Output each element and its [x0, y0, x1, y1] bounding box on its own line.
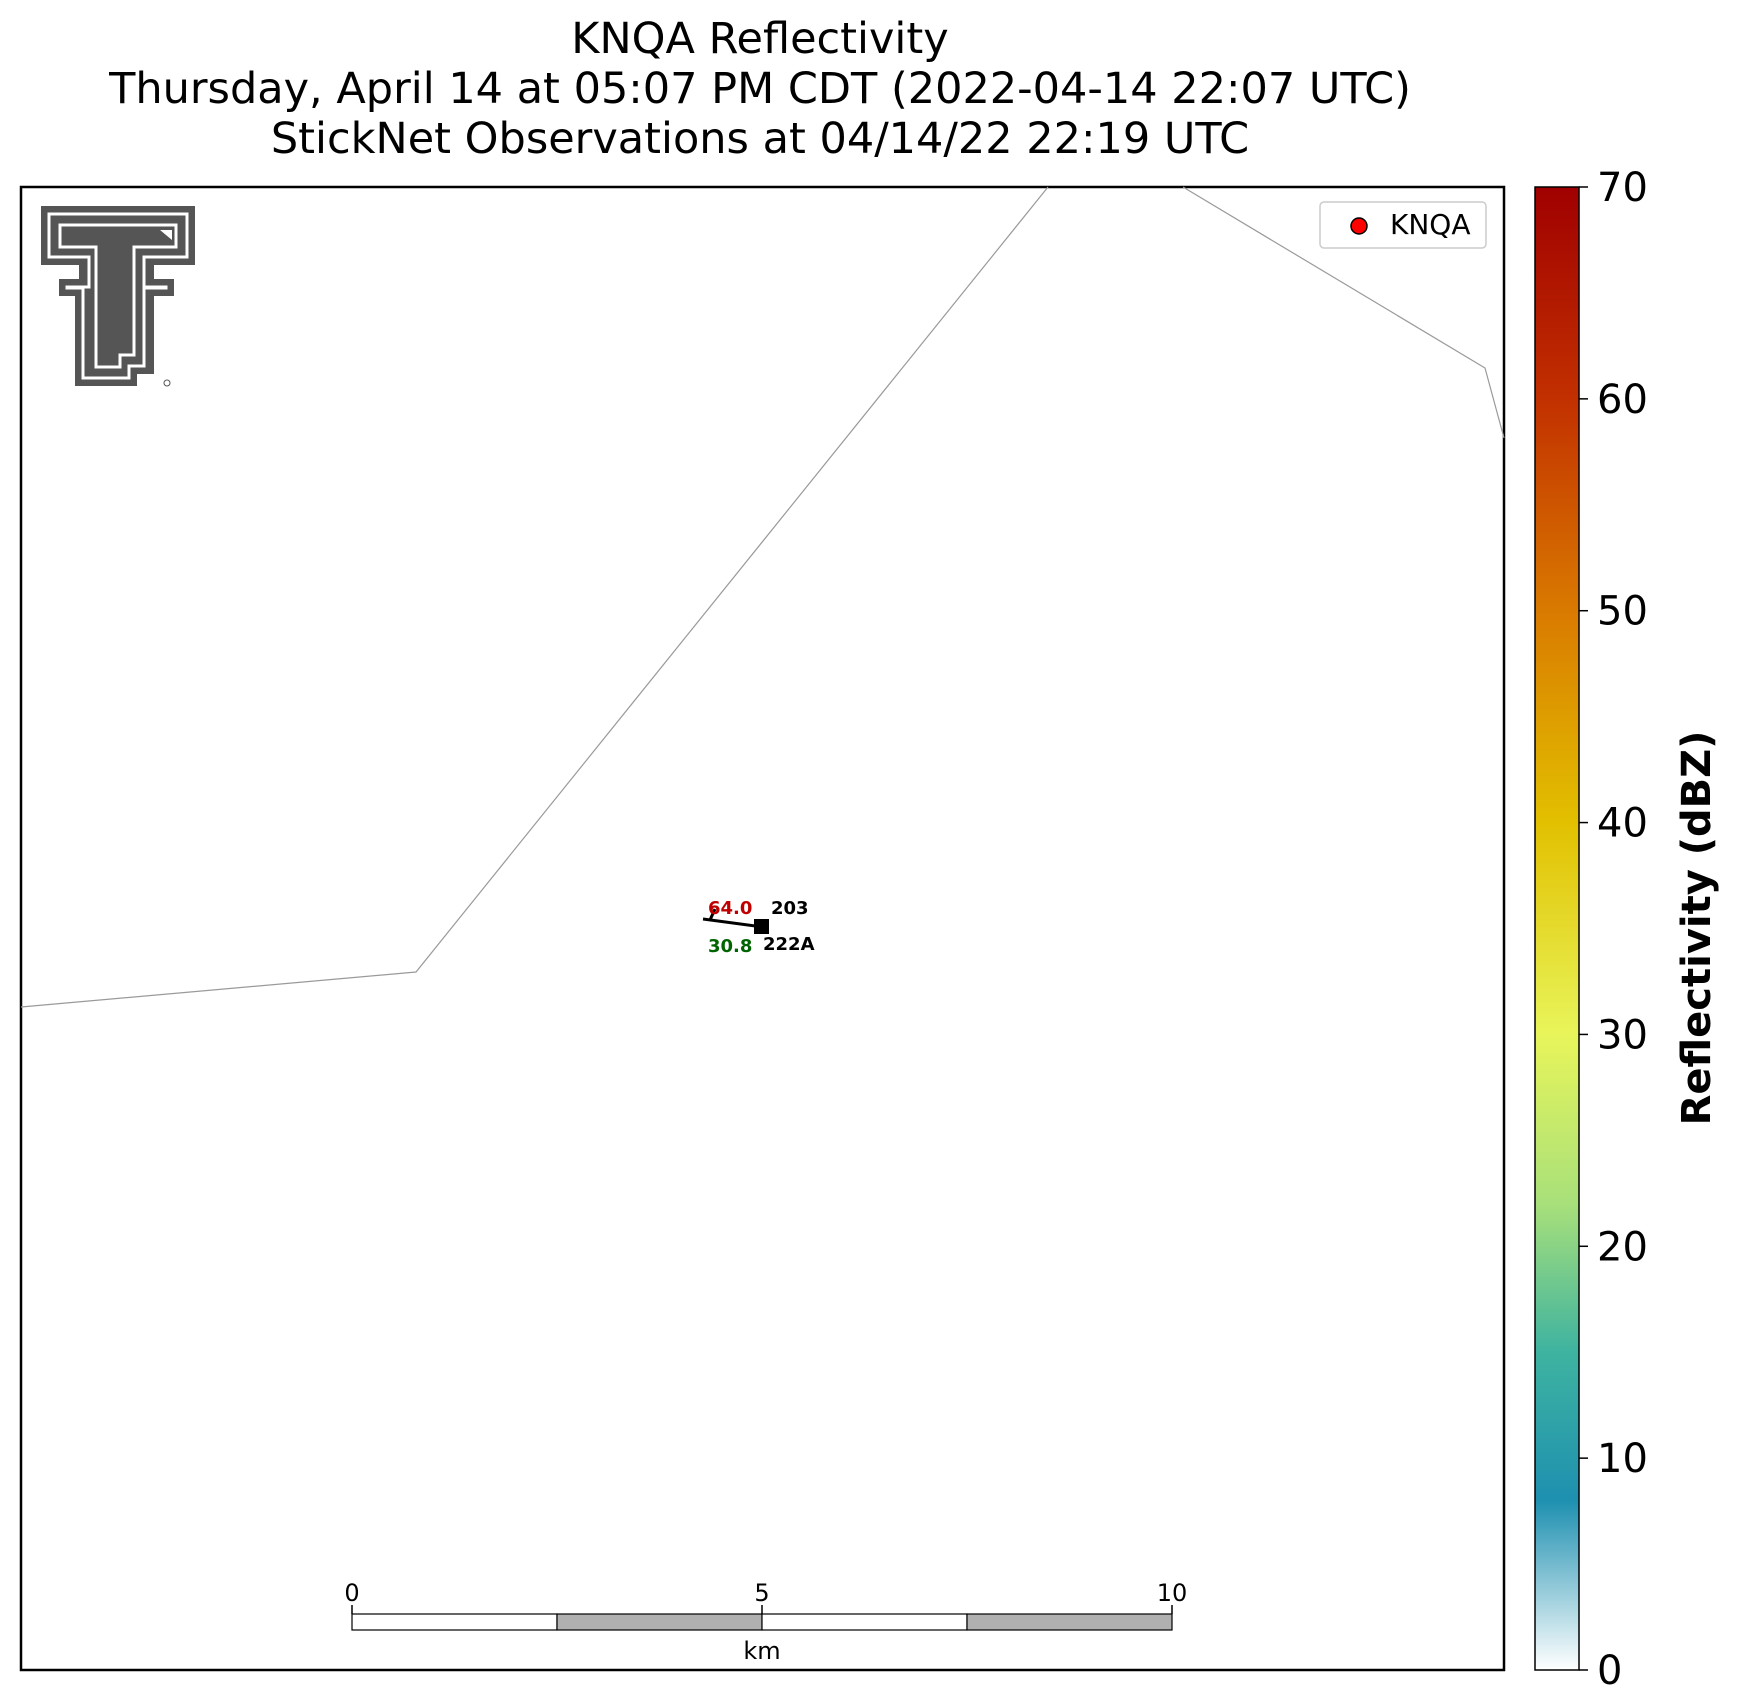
colorbar-scale	[1534, 186, 1580, 1671]
legend-label: KNQA	[1390, 208, 1471, 241]
colorbar-tick-label: 0	[1597, 1648, 1622, 1694]
map-frame	[19, 185, 1506, 1672]
wind-barb-flag	[708, 908, 717, 921]
legend-box	[1319, 201, 1487, 249]
colorbar-tick-label: 70	[1597, 165, 1648, 211]
scale-bar-segment-1	[351, 1613, 558, 1631]
scale-bar-segment-3	[761, 1613, 968, 1631]
scale-tick-label-0: 0	[344, 1579, 359, 1607]
scale-bar: 0 5 10 km	[344, 1579, 1187, 1665]
colorbar-tick-label: 40	[1597, 801, 1648, 847]
scale-tick-label-10: 10	[1157, 1579, 1188, 1607]
county-boundary-west	[20, 186, 1049, 1008]
colorbar-tick-label: 50	[1597, 589, 1648, 635]
double-t-logo	[41, 206, 195, 387]
scale-bar-segment-2	[556, 1613, 763, 1631]
colorbar-tick-label: 30	[1597, 1012, 1648, 1058]
colorbar-tick-label: 20	[1597, 1224, 1648, 1270]
scale-tick-label-5: 5	[754, 1579, 769, 1607]
colorbar-tick-label: 60	[1597, 377, 1648, 423]
colorbar-ticks: 0 10 20 30 40 50 60 70	[1579, 165, 1648, 1694]
county-boundary-east	[1182, 186, 1505, 439]
legend-marker-icon	[1350, 217, 1368, 235]
scale-bar-segment-4	[966, 1613, 1173, 1631]
colorbar-tick-label: 10	[1597, 1436, 1648, 1482]
chart-title: KNQA Reflectivity Thursday, April 14 at …	[20, 14, 1500, 164]
station-temperature: 64.0	[708, 898, 752, 919]
title-radar: KNQA Reflectivity	[571, 14, 949, 64]
station-plot: 64.0 203 30.8 222A	[702, 898, 815, 957]
colorbar-label: Reflectivity (dBZ)	[1674, 731, 1720, 1126]
station-id: 222A	[763, 934, 815, 955]
legend: KNQA	[1319, 201, 1487, 249]
title-observations: StickNet Observations at 04/14/22 22:19 …	[270, 114, 1250, 164]
station-dewpoint: 30.8	[708, 936, 752, 957]
scale-unit-label: km	[743, 1637, 780, 1665]
wind-barb-shaft	[702, 917, 764, 929]
colorbar: 0 10 20 30 40 50 60 70 Reflectivity (dBZ)	[1534, 165, 1720, 1694]
title-time: Thursday, April 14 at 05:07 PM CDT (2022…	[109, 64, 1411, 114]
station-pressure: 203	[771, 898, 809, 919]
station-marker	[754, 919, 769, 934]
